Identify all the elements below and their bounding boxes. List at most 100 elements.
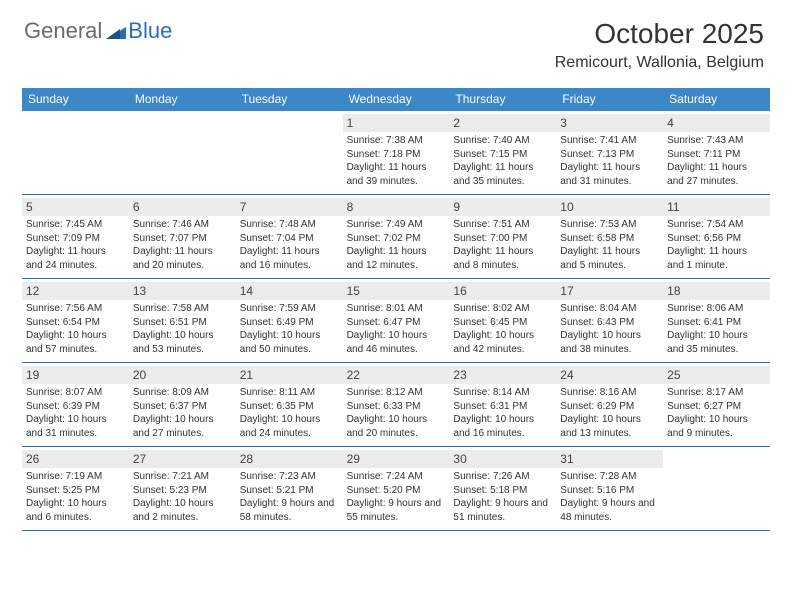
day-number-row: 15 (343, 282, 450, 300)
day-daylight: Daylight: 10 hours and 53 minutes. (133, 329, 232, 356)
day-number-row: 13 (129, 282, 236, 300)
day-number-row: 25 (663, 366, 770, 384)
day-sunset: Sunset: 6:31 PM (453, 400, 552, 414)
day-sunrise: Sunrise: 7:45 AM (26, 218, 125, 232)
logo-text-general: General (24, 18, 102, 44)
day-number-row: 21 (236, 366, 343, 384)
day-number: 21 (240, 368, 339, 382)
day-cell: 21Sunrise: 8:11 AMSunset: 6:35 PMDayligh… (236, 363, 343, 446)
logo: General Blue (24, 18, 172, 44)
day-number-row (129, 114, 236, 118)
day-cell: 6Sunrise: 7:46 AMSunset: 7:07 PMDaylight… (129, 195, 236, 278)
day-daylight: Daylight: 11 hours and 8 minutes. (453, 245, 552, 272)
day-number: 27 (133, 452, 232, 466)
day-sunset: Sunset: 6:47 PM (347, 316, 446, 330)
day-number: 13 (133, 284, 232, 298)
day-cell: 11Sunrise: 7:54 AMSunset: 6:56 PMDayligh… (663, 195, 770, 278)
day-cell: 26Sunrise: 7:19 AMSunset: 5:25 PMDayligh… (22, 447, 129, 530)
day-daylight: Daylight: 10 hours and 50 minutes. (240, 329, 339, 356)
day-number-row: 3 (556, 114, 663, 132)
day-sunrise: Sunrise: 8:01 AM (347, 302, 446, 316)
day-number-row: 12 (22, 282, 129, 300)
day-daylight: Daylight: 10 hours and 27 minutes. (133, 413, 232, 440)
day-sunset: Sunset: 5:16 PM (560, 484, 659, 498)
day-sunset: Sunset: 6:41 PM (667, 316, 766, 330)
day-sunrise: Sunrise: 7:41 AM (560, 134, 659, 148)
day-daylight: Daylight: 11 hours and 20 minutes. (133, 245, 232, 272)
day-cell: 30Sunrise: 7:26 AMSunset: 5:18 PMDayligh… (449, 447, 556, 530)
day-daylight: Daylight: 10 hours and 2 minutes. (133, 497, 232, 524)
day-number: 19 (26, 368, 125, 382)
day-cell: 8Sunrise: 7:49 AMSunset: 7:02 PMDaylight… (343, 195, 450, 278)
day-sunrise: Sunrise: 7:54 AM (667, 218, 766, 232)
day-sunset: Sunset: 6:49 PM (240, 316, 339, 330)
title-block: October 2025 Remicourt, Wallonia, Belgiu… (555, 18, 764, 72)
weekday-header: Tuesday (236, 88, 343, 111)
weeks-container: 1 Sunrise: 7:38 AMSunset: 7:18 PM Daylight… (22, 111, 770, 531)
day-sunset: Sunset: 6:54 PM (26, 316, 125, 330)
day-cell: 15Sunrise: 8:01 AMSunset: 6:47 PMDayligh… (343, 279, 450, 362)
day-number-row: 27 (129, 450, 236, 468)
day-sunset: Sunset: 6:39 PM (26, 400, 125, 414)
day-sunset: Sunset: 6:58 PM (560, 232, 659, 246)
day-sunrise: Sunrise: 8:04 AM (560, 302, 659, 316)
day-number-row: 1 (343, 114, 450, 132)
day-sunrise: Sunrise: 7:26 AM (453, 470, 552, 484)
day-number: 1 (347, 116, 446, 130)
day-daylight: Daylight: 10 hours and 57 minutes. (26, 329, 125, 356)
day-number-row: 9 (449, 198, 556, 216)
day-daylight: Daylight: 11 hours and 24 minutes. (26, 245, 125, 272)
day-number-row (663, 450, 770, 454)
day-daylight: Daylight: 11 hours and 1 minute. (667, 245, 766, 272)
day-sunrise: Sunrise: 8:16 AM (560, 386, 659, 400)
day-sunset: Sunset: 7:00 PM (453, 232, 552, 246)
week-row: 12Sunrise: 7:56 AMSunset: 6:54 PMDayligh… (22, 279, 770, 363)
day-sunset: Sunset: 5:23 PM (133, 484, 232, 498)
day-sunrise: Sunrise: 7:59 AM (240, 302, 339, 316)
day-cell: 13Sunrise: 7:58 AMSunset: 6:51 PMDayligh… (129, 279, 236, 362)
day-sunrise: Sunrise: 8:12 AM (347, 386, 446, 400)
day-sunrise: Sunrise: 7:51 AM (453, 218, 552, 232)
day-cell: 10Sunrise: 7:53 AMSunset: 6:58 PMDayligh… (556, 195, 663, 278)
day-number: 2 (453, 116, 552, 130)
day-sunrise: Sunrise: 8:02 AM (453, 302, 552, 316)
day-daylight: Daylight: 10 hours and 16 minutes. (453, 413, 552, 440)
day-number: 22 (347, 368, 446, 382)
day-number: 15 (347, 284, 446, 298)
day-sunset: Sunset: 7:02 PM (347, 232, 446, 246)
day-cell: 2Sunrise: 7:40 AMSunset: 7:15 PMDaylight… (449, 111, 556, 194)
day-number: 26 (26, 452, 125, 466)
day-cell: 28Sunrise: 7:23 AMSunset: 5:21 PMDayligh… (236, 447, 343, 530)
day-sunset: Sunset: 6:45 PM (453, 316, 552, 330)
weekday-header: Sunday (22, 88, 129, 111)
day-cell: 5Sunrise: 7:45 AMSunset: 7:09 PMDaylight… (22, 195, 129, 278)
day-daylight: Daylight: 11 hours and 5 minutes. (560, 245, 659, 272)
day-number: 25 (667, 368, 766, 382)
day-daylight: Daylight: 9 hours and 58 minutes. (240, 497, 339, 524)
day-number-row: 16 (449, 282, 556, 300)
day-number-row: 6 (129, 198, 236, 216)
weekday-header: Thursday (449, 88, 556, 111)
day-number-row: 7 (236, 198, 343, 216)
day-sunrise: Sunrise: 8:06 AM (667, 302, 766, 316)
logo-text-blue: Blue (128, 18, 172, 44)
day-sunrise: Sunrise: 7:48 AM (240, 218, 339, 232)
day-number: 10 (560, 200, 659, 214)
day-number: 14 (240, 284, 339, 298)
day-number: 16 (453, 284, 552, 298)
day-sunset: Sunset: 7:04 PM (240, 232, 339, 246)
day-sunrise: Sunrise: 7:38 AM (347, 134, 446, 148)
day-number-row (236, 114, 343, 118)
day-sunset: Sunset: 7:15 PM (453, 148, 552, 162)
day-sunrise: Sunrise: 7:21 AM (133, 470, 232, 484)
day-sunset: Sunset: 7:18 PM (347, 148, 446, 162)
day-number: 5 (26, 200, 125, 214)
day-daylight: Daylight: 10 hours and 9 minutes. (667, 413, 766, 440)
day-sunrise: Sunrise: 7:19 AM (26, 470, 125, 484)
logo-triangle-icon (106, 23, 126, 39)
location: Remicourt, Wallonia, Belgium (555, 54, 764, 72)
day-cell (236, 111, 343, 194)
day-number: 3 (560, 116, 659, 130)
day-cell: 31Sunrise: 7:28 AMSunset: 5:16 PMDayligh… (556, 447, 663, 530)
day-sunset: Sunset: 5:18 PM (453, 484, 552, 498)
